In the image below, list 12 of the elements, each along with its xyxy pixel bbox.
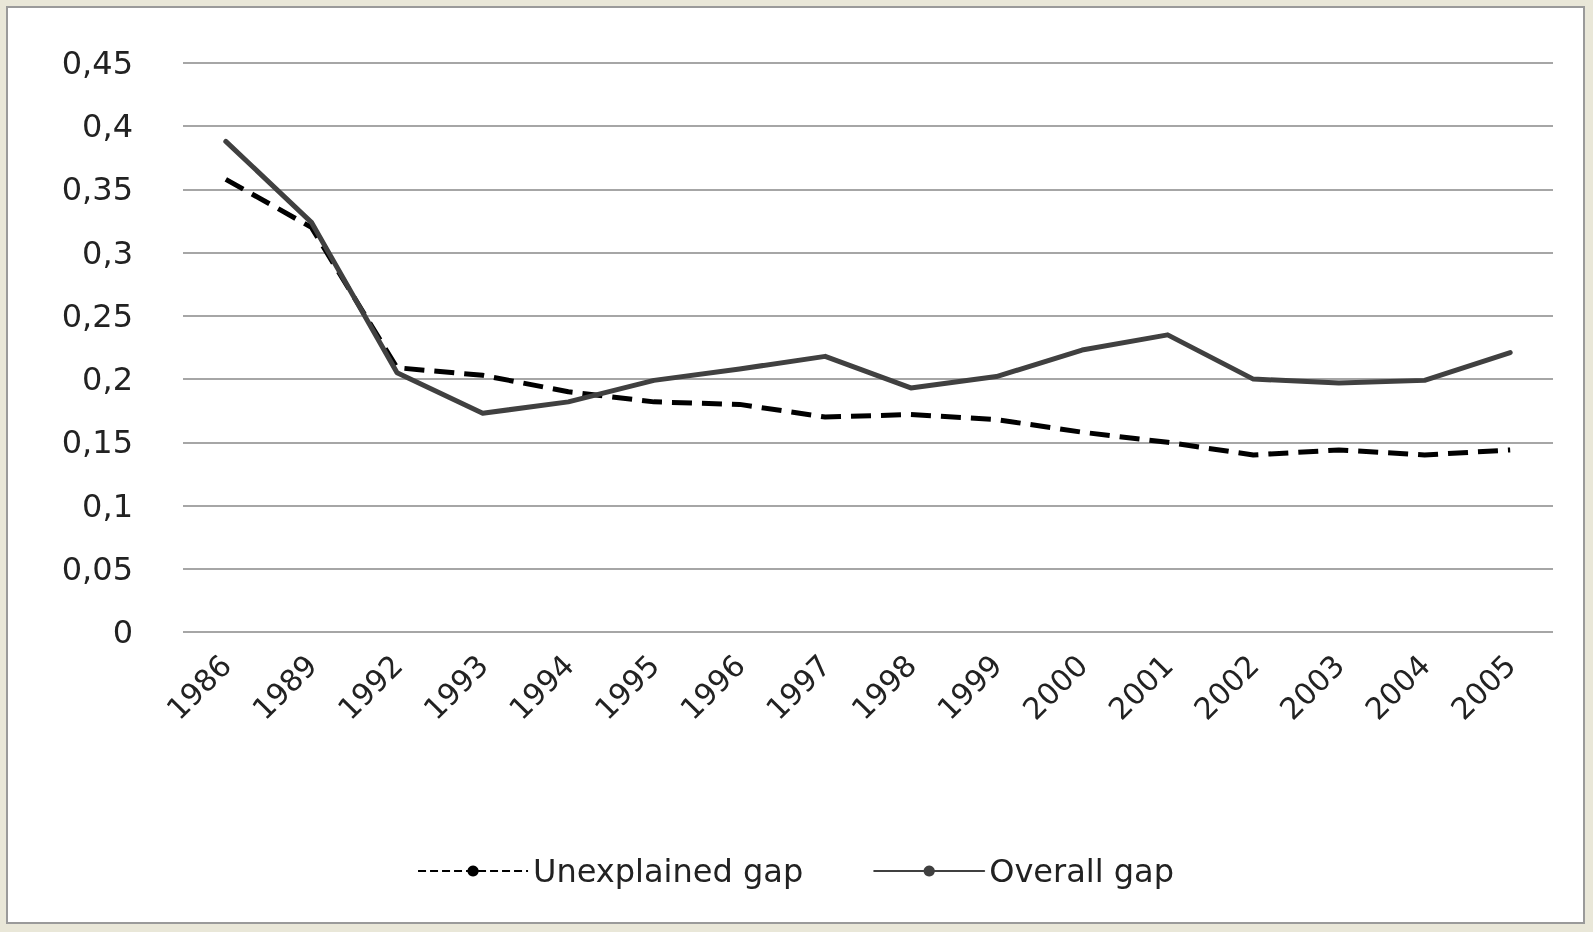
y-tick-label: 0,15 (61, 423, 133, 462)
y-tick-label: 0,35 (61, 170, 133, 209)
y-tick-label: 0,05 (61, 549, 133, 588)
legend-label: Overall gap (989, 852, 1174, 890)
y-tick-label: 0 (112, 613, 133, 651)
y-tick-label: 0,3 (82, 233, 133, 272)
y-tick-label: 0,4 (82, 107, 133, 146)
y-tick-label: 0,2 (82, 360, 133, 399)
y-tick-label: 0,1 (82, 486, 133, 525)
y-tick-label: 0,25 (61, 296, 133, 335)
legend-label: Unexplained gap (533, 852, 804, 890)
y-tick-label: 0,45 (61, 44, 133, 82)
